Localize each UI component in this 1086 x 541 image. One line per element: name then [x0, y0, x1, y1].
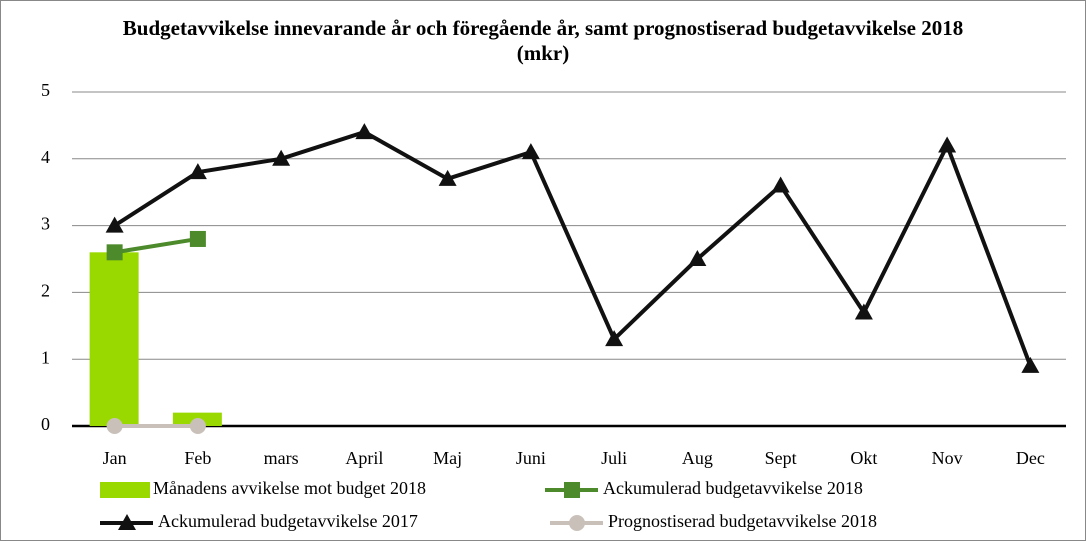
marker	[189, 230, 206, 247]
x-tick-label: mars	[264, 448, 299, 468]
marker	[355, 123, 374, 140]
y-tick-label: 3	[41, 214, 50, 234]
x-tick-label: Jan	[103, 448, 127, 468]
x-tick-label: Sept	[765, 448, 797, 468]
marker	[105, 216, 124, 233]
legend-label: Prognostiserad budgetavvikelse 2018	[608, 511, 877, 531]
legend-label: Ackumulerad budgetavvikelse 2017	[158, 511, 418, 531]
marker	[569, 515, 585, 531]
marker	[438, 169, 457, 186]
x-tick-label: Maj	[433, 448, 462, 468]
x-tick-label: Juni	[516, 448, 546, 468]
line	[113, 129, 1033, 367]
marker	[605, 330, 624, 347]
marker	[1021, 356, 1040, 373]
x-tick-label: Aug	[682, 448, 713, 468]
x-tick-label: Okt	[850, 448, 877, 468]
x-tick-label: Feb	[184, 448, 211, 468]
marker	[118, 514, 136, 530]
y-tick-label: 0	[41, 414, 50, 434]
marker	[564, 482, 580, 498]
chart-title: Budgetavvikelse innevarande år och föreg…	[122, 16, 964, 65]
marker	[854, 303, 873, 320]
marker	[106, 418, 123, 434]
x-tick-label: Nov	[932, 448, 963, 468]
marker	[938, 136, 957, 153]
y-tick-label: 1	[41, 347, 50, 367]
legend-swatch	[100, 482, 150, 498]
legend-label: Ackumulerad budgetavvikelse 2018	[603, 478, 863, 498]
marker	[188, 163, 207, 180]
x-tick-label: Dec	[1016, 448, 1045, 468]
marker	[189, 418, 206, 434]
marker	[106, 244, 123, 261]
y-tick-label: 4	[41, 147, 50, 167]
y-tick-label: 5	[41, 80, 50, 100]
marker	[771, 176, 790, 193]
y-tick-label: 2	[41, 281, 50, 301]
legend-label: Månadens avvikelse mot budget 2018	[153, 478, 426, 498]
marker	[688, 250, 707, 266]
line	[114, 236, 199, 255]
x-tick-label: Juli	[601, 448, 627, 468]
bar	[89, 252, 139, 426]
marker	[272, 149, 291, 166]
marker	[521, 143, 540, 160]
x-tick-label: April	[345, 448, 383, 468]
